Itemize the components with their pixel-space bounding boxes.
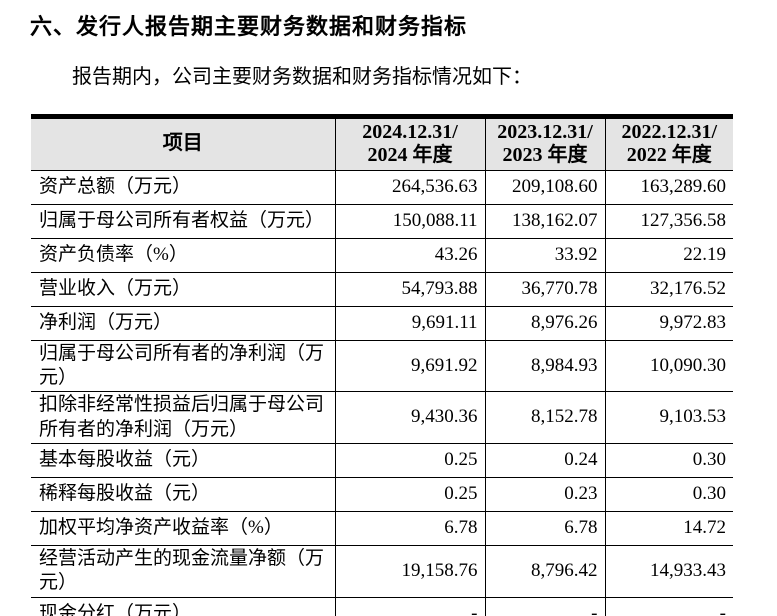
- row-value-2023: 8,984.93: [484, 340, 605, 393]
- section-heading: 六、发行人报告期主要财务数据和财务指标: [30, 14, 468, 39]
- row-label: 营业收入（万元）: [31, 272, 335, 307]
- column-header-2024-year: 2024 年度: [367, 144, 453, 167]
- financial-indicators-table: 项目 2024.12.31/ 2024 年度 2023.12.31/ 2023 …: [31, 113, 733, 616]
- column-header-2024-date: 2024.12.31/: [362, 120, 458, 143]
- row-value-2023: 33.92: [484, 238, 605, 273]
- row-value-2024: 54,793.88: [334, 272, 485, 307]
- row-value-2024: 43.26: [334, 238, 485, 273]
- row-value-2023: 0.23: [484, 477, 605, 512]
- row-value-2022: 0.30: [604, 477, 733, 512]
- row-value-2024: 150,088.11: [334, 204, 485, 239]
- row-value-2024: 0.25: [334, 443, 485, 478]
- row-value-2022: 9,972.83: [604, 306, 733, 341]
- column-header-2022-year: 2022 年度: [626, 144, 712, 167]
- table-row: 扣除非经常性损益后归属于母公司所有者的净利润（万元） 9,430.36 8,15…: [31, 391, 733, 444]
- row-value-2022: 127,356.58: [604, 204, 733, 239]
- table-row: 经营活动产生的现金流量净额（万元） 19,158.76 8,796.42 14,…: [31, 545, 733, 598]
- column-header-2023-date: 2023.12.31/: [497, 120, 593, 143]
- row-value-2024: 264,536.63: [334, 170, 485, 205]
- row-value-2023: 8,152.78: [484, 391, 605, 444]
- column-header-item: 项目: [31, 116, 335, 171]
- row-value-2022: 9,103.53: [604, 391, 733, 444]
- row-value-2023: 8,976.26: [484, 306, 605, 341]
- table-row: 稀释每股收益（元） 0.25 0.23 0.30: [31, 477, 733, 512]
- row-label: 资产总额（万元）: [31, 170, 335, 205]
- row-value-2023: 36,770.78: [484, 272, 605, 307]
- table-row: 资产总额（万元） 264,536.63 209,108.60 163,289.6…: [31, 170, 733, 205]
- table-header-row: 项目 2024.12.31/ 2024 年度 2023.12.31/ 2023 …: [31, 116, 733, 171]
- row-label: 净利润（万元）: [31, 306, 335, 341]
- column-header-2022-date: 2022.12.31/: [621, 120, 718, 143]
- table-row: 基本每股收益（元） 0.25 0.24 0.30: [31, 443, 733, 478]
- row-value-2022: 22.19: [604, 238, 733, 273]
- row-value-2024: 9,691.92: [334, 340, 485, 393]
- row-value-2024: 6.78: [334, 511, 485, 546]
- row-label: 扣除非经常性损益后归属于母公司所有者的净利润（万元）: [31, 391, 335, 444]
- row-label: 现金分红（万元）: [31, 597, 335, 616]
- row-value-2024: 0.25: [334, 477, 485, 512]
- row-label: 归属于母公司所有者权益（万元）: [31, 204, 335, 239]
- row-value-2023: 209,108.60: [484, 170, 605, 205]
- row-label: 经营活动产生的现金流量净额（万元）: [31, 545, 335, 598]
- row-value-2023: 8,796.42: [484, 545, 605, 598]
- table-body: 资产总额（万元） 264,536.63 209,108.60 163,289.6…: [31, 170, 733, 616]
- column-header-2023-year: 2023 年度: [502, 144, 588, 167]
- row-value-2023: -: [484, 597, 605, 616]
- table-row: 归属于母公司所有者的净利润（万元） 9,691.92 8,984.93 10,0…: [31, 340, 733, 393]
- column-header-2023: 2023.12.31/ 2023 年度: [484, 116, 605, 171]
- row-value-2022: -: [604, 597, 733, 616]
- row-label: 资产负债率（%）: [31, 238, 335, 273]
- table-row: 营业收入（万元） 54,793.88 36,770.78 32,176.52: [31, 272, 733, 307]
- row-value-2024: 19,158.76: [334, 545, 485, 598]
- row-value-2024: 9,430.36: [334, 391, 485, 444]
- table-row: 现金分红（万元） - - -: [31, 597, 733, 616]
- row-value-2023: 6.78: [484, 511, 605, 546]
- row-value-2022: 32,176.52: [604, 272, 733, 307]
- row-value-2023: 0.24: [484, 443, 605, 478]
- table-row: 净利润（万元） 9,691.11 8,976.26 9,972.83: [31, 306, 733, 341]
- row-value-2022: 10,090.30: [604, 340, 733, 393]
- row-label: 归属于母公司所有者的净利润（万元）: [31, 340, 335, 393]
- column-header-2024: 2024.12.31/ 2024 年度: [334, 116, 485, 171]
- table-row: 资产负债率（%） 43.26 33.92 22.19: [31, 238, 733, 273]
- row-value-2022: 14,933.43: [604, 545, 733, 598]
- row-value-2022: 14.72: [604, 511, 733, 546]
- column-header-2022: 2022.12.31/ 2022 年度: [604, 116, 733, 171]
- table-row: 加权平均净资产收益率（%） 6.78 6.78 14.72: [31, 511, 733, 546]
- row-value-2022: 0.30: [604, 443, 733, 478]
- row-value-2023: 138,162.07: [484, 204, 605, 239]
- intro-paragraph: 报告期内，公司主要财务数据和财务指标情况如下：: [72, 65, 532, 88]
- row-value-2024: 9,691.11: [334, 306, 485, 341]
- table-row: 归属于母公司所有者权益（万元） 150,088.11 138,162.07 12…: [31, 204, 733, 239]
- row-label: 基本每股收益（元）: [31, 443, 335, 478]
- row-label: 加权平均净资产收益率（%）: [31, 511, 335, 546]
- row-label: 稀释每股收益（元）: [31, 477, 335, 512]
- row-value-2024: -: [334, 597, 485, 616]
- row-value-2022: 163,289.60: [604, 170, 733, 205]
